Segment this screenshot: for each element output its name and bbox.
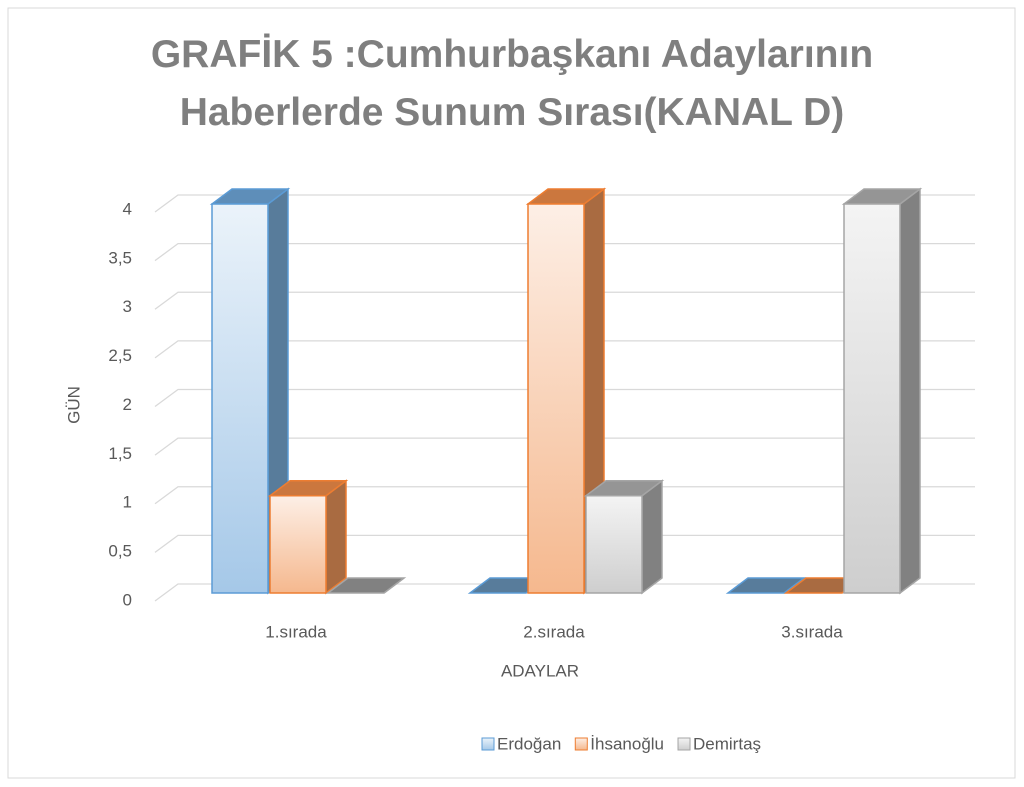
grid-line [154, 291, 975, 310]
grid-line [154, 340, 975, 359]
legend-swatch [677, 737, 691, 751]
y-tick-label: 0,5 [108, 542, 132, 561]
grid-line [154, 534, 975, 553]
grid-line [154, 242, 975, 262]
legend-label: Erdoğan [497, 734, 561, 753]
x-tick-label: 2.sırada [523, 622, 585, 641]
y-axis-label: GÜN [64, 386, 83, 424]
legend-label: İhsanoğlu [590, 734, 664, 753]
bar [583, 479, 665, 595]
grid-line [154, 583, 975, 602]
bar-side [899, 187, 921, 595]
chart-border [7, 7, 1016, 779]
bar-front [843, 203, 901, 594]
bar [725, 577, 807, 594]
chart-title: GRAFİK 5 :Cumhurbaşkanı Adaylarının Habe… [150, 33, 874, 134]
y-tick-label: 4 [123, 199, 132, 218]
grid-line [154, 486, 975, 505]
bar-top [725, 577, 807, 594]
y-tick-label: 2 [123, 395, 132, 414]
bar-front [585, 495, 643, 594]
bar [267, 479, 349, 595]
y-tick-label: 0 [123, 590, 132, 609]
y-tick-label: 1,5 [108, 444, 132, 463]
bar-side [641, 479, 663, 595]
bar [325, 577, 407, 594]
y-tick-label: 2,5 [108, 346, 132, 365]
bar [209, 187, 291, 595]
legend-label: Demirtaş [693, 734, 761, 753]
x-axis-label: ADAYLAR [501, 661, 579, 680]
grid-line [154, 194, 975, 213]
x-tick-label: 1.sırada [265, 622, 327, 641]
legend-swatch [481, 737, 495, 751]
y-tick-label: 3 [123, 297, 132, 316]
bar-side [325, 479, 347, 595]
bar-front [211, 203, 269, 594]
legend-swatch [574, 737, 588, 751]
bar-top [325, 577, 407, 594]
x-tick-label: 3.sırada [781, 622, 843, 641]
y-tick-label: 3,5 [108, 248, 132, 267]
grid-line [154, 437, 975, 456]
grid-line [154, 388, 975, 408]
y-tick-label: 1 [123, 493, 132, 512]
bar [841, 187, 923, 595]
bar-front [527, 203, 585, 594]
bar-front [269, 495, 327, 594]
